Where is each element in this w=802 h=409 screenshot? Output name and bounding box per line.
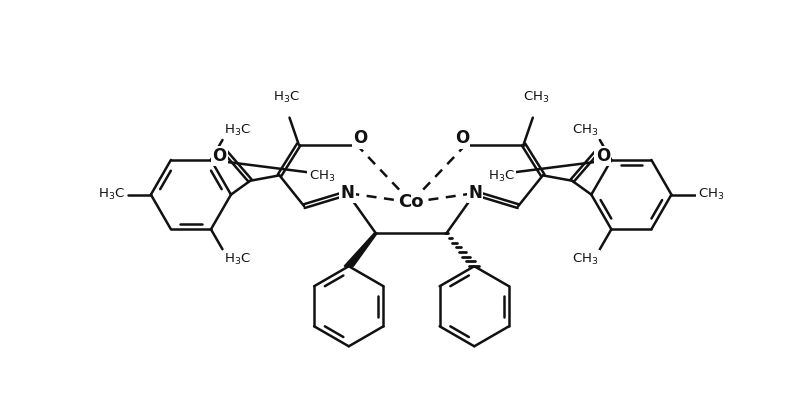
Text: O: O (595, 147, 610, 165)
Text: CH$_3$: CH$_3$ (697, 187, 723, 202)
Text: O: O (454, 129, 468, 147)
Text: N: N (468, 184, 481, 202)
Text: H$_3$C: H$_3$C (273, 90, 299, 105)
Text: H$_3$C: H$_3$C (98, 187, 124, 202)
Text: CH$_3$: CH$_3$ (571, 252, 597, 267)
Text: H$_3$C: H$_3$C (224, 123, 251, 137)
Text: Co: Co (398, 193, 423, 211)
Polygon shape (344, 233, 377, 266)
Text: N: N (340, 184, 354, 202)
Text: CH$_3$: CH$_3$ (308, 169, 334, 184)
Text: H$_3$C: H$_3$C (224, 252, 251, 267)
Text: CH$_3$: CH$_3$ (571, 123, 597, 137)
Text: H$_3$C: H$_3$C (487, 169, 514, 184)
Text: O: O (212, 147, 226, 165)
Text: O: O (353, 129, 367, 147)
Text: CH$_3$: CH$_3$ (522, 90, 549, 105)
